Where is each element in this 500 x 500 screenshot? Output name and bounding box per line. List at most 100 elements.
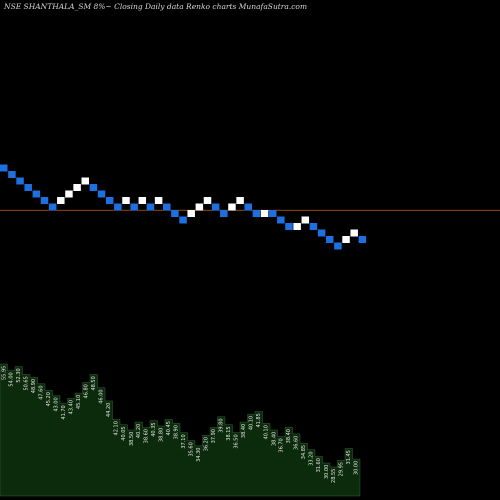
volume-label: 36.20: [204, 437, 210, 451]
volume-label: 38.40: [241, 424, 247, 438]
renko-brick-down: [220, 210, 228, 217]
volume-label: 30.00: [354, 461, 360, 475]
renko-brick-up: [342, 236, 350, 243]
renko-brick-up: [122, 197, 130, 204]
volume-label: 41.85: [256, 413, 262, 427]
volume-label: 47.60: [39, 385, 45, 399]
renko-brick-down: [114, 203, 122, 211]
renko-brick-up: [73, 184, 81, 191]
renko-brick-down: [16, 177, 24, 185]
renko-brick-down: [244, 203, 252, 211]
renko-brick-down: [24, 184, 32, 191]
volume-label: 38.80: [159, 428, 165, 442]
volume-label: 38.90: [174, 425, 180, 439]
renko-brick-down: [163, 203, 171, 211]
renko-brick-up: [228, 203, 236, 211]
volume-label: 38.15: [226, 426, 232, 440]
volume-label: 54.00: [9, 372, 15, 386]
volume-label: 36.70: [279, 438, 285, 452]
volume-label: 30.00: [324, 465, 330, 479]
volume-label: 35.60: [189, 442, 195, 456]
renko-brick-down: [334, 242, 342, 250]
renko-brick-down: [105, 197, 114, 204]
volume-label: 40.10: [264, 425, 270, 439]
renko-brick-down: [277, 216, 285, 224]
renko-brick-down: [0, 164, 8, 172]
volume-label: 46.80: [84, 384, 90, 398]
chart-title: NSE SHANTHALA_SM 8%~ Closing Daily data …: [4, 2, 308, 11]
volume-label: 39.80: [219, 418, 225, 432]
renko-brick-up: [187, 210, 195, 217]
volume-label: 34.85: [301, 445, 307, 459]
renko-brick-down: [130, 203, 138, 211]
renko-brick-down: [268, 210, 277, 217]
volume-label: 34.30: [196, 448, 202, 462]
volume-area-path: [0, 363, 361, 497]
volume-label: 37.90: [211, 429, 217, 443]
renko-brick-down: [252, 210, 261, 217]
volume-label: 48.50: [91, 376, 97, 390]
renko-brick-down: [146, 203, 155, 211]
volume-label: 40.05: [121, 426, 127, 440]
renko-brick-up: [154, 197, 163, 204]
renko-brick-down: [40, 197, 49, 204]
volume-label: 33.20: [309, 451, 315, 465]
renko-brick-down: [48, 203, 57, 211]
volume-label: 37.10: [181, 434, 187, 448]
renko-brick-down: [309, 223, 318, 230]
renko-brick-up: [236, 197, 244, 204]
volume-label: 38.50: [129, 432, 135, 446]
volume-label: 31.45: [346, 450, 352, 464]
volume-label: 38.60: [144, 429, 150, 443]
volume-label: 48.90: [31, 379, 37, 393]
renko-brick-down: [326, 236, 334, 243]
volume-label: 52.30: [16, 368, 22, 382]
volume-label: 45.10: [76, 395, 82, 409]
renko-brick-down: [8, 171, 16, 178]
renko-brick-down: [89, 184, 98, 191]
renko-brick-down: [211, 203, 220, 211]
volume-label: 40.35: [151, 422, 157, 436]
renko-brick-up: [350, 229, 358, 237]
renko-brick-down: [171, 210, 179, 217]
volume-label: 41.70: [61, 405, 67, 419]
volume-label: 42.10: [114, 421, 120, 435]
volume-label: 46.00: [99, 389, 105, 403]
volume-label: 40.45: [166, 421, 172, 435]
renko-brick-up: [301, 216, 310, 224]
renko-brick-down: [179, 216, 187, 224]
volume-label: 40.10: [249, 416, 255, 430]
volume-label: 38.40: [286, 429, 292, 443]
renko-brick-down: [317, 229, 326, 237]
renko-brick-down: [285, 223, 293, 230]
volume-label: 55.95: [1, 366, 7, 380]
renko-brick-up: [293, 223, 301, 230]
volume-label: 38.40: [271, 432, 277, 446]
volume-label: 31.60: [316, 458, 322, 472]
volume-label: 28.55: [331, 469, 337, 483]
renko-brick-up: [260, 210, 269, 217]
volume-label: 43.00: [54, 397, 60, 411]
volume-label: 43.40: [69, 400, 75, 414]
volume-label: 29.95: [339, 462, 345, 476]
renko-brick-up: [57, 197, 65, 204]
volume-label: 36.50: [234, 434, 240, 448]
volume-area: [0, 363, 361, 497]
renko-brick-down: [32, 190, 41, 198]
volume-label: 44.20: [106, 403, 112, 417]
volume-label: 50.65: [24, 376, 30, 390]
volume-label: 45.20: [46, 392, 52, 406]
renko-brick-up: [195, 203, 204, 211]
renko-brick-up: [81, 177, 89, 185]
renko-brick-up: [138, 197, 147, 204]
renko-brick-up: [203, 197, 212, 204]
volume-label: 40.20: [136, 424, 142, 438]
volume-label: 36.60: [294, 436, 300, 450]
renko-bricks: [0, 164, 367, 250]
renko-brick-up: [65, 190, 73, 198]
renko-brick-down: [97, 190, 106, 198]
renko-brick-down: [358, 236, 367, 243]
